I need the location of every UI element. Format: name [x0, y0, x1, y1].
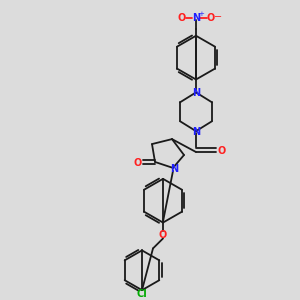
- Text: O: O: [159, 230, 167, 241]
- Text: N: N: [170, 164, 178, 174]
- Text: −: −: [214, 12, 222, 22]
- Text: Cl: Cl: [136, 289, 147, 299]
- Text: O: O: [134, 158, 142, 168]
- Text: O: O: [178, 13, 186, 23]
- Text: +: +: [198, 11, 204, 17]
- Text: O: O: [207, 13, 215, 23]
- Text: N: N: [192, 127, 200, 137]
- Text: O: O: [218, 146, 226, 156]
- Text: N: N: [192, 13, 200, 23]
- Text: N: N: [192, 88, 200, 98]
